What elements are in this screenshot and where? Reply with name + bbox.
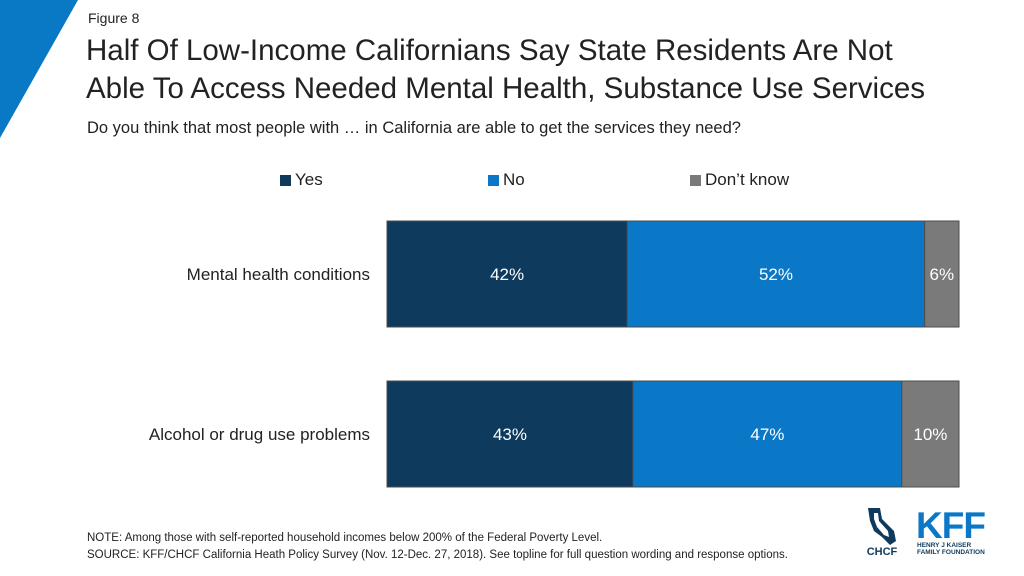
legend-swatch-dont-know: [690, 174, 701, 186]
bar-segment-yes: [386, 220, 628, 328]
legend-item-yes: Yes: [280, 170, 323, 190]
source-text: SOURCE: KFF/CHCF California Heath Policy…: [87, 549, 788, 561]
data-label-yes: 42%: [490, 265, 524, 284]
chcf-logo-text: CHCF: [867, 546, 898, 557]
chcf-logo-mark-inner: [874, 513, 889, 537]
kff-logo-text: KFF: [916, 506, 985, 546]
corner-accent-triangle: [0, 0, 78, 138]
chart-title-line-2: Able To Access Needed Mental Health, Sub…: [86, 72, 926, 105]
legend-label-no: No: [503, 170, 525, 189]
chart-title: Half Of Low-Income Californians Say Stat…: [86, 32, 1016, 108]
legend-item-no: No: [488, 170, 525, 190]
bar-segment-no: [632, 380, 903, 488]
data-label-yes: 43%: [493, 425, 527, 444]
bar-segment-dont-know: [901, 380, 960, 488]
category-label: Mental health conditions: [187, 265, 370, 284]
figure-label: Figure 8: [88, 10, 140, 26]
data-label-dont-know: 6%: [930, 265, 955, 284]
data-label-no: 52%: [759, 265, 793, 284]
legend-label-dont-know: Don’t know: [705, 170, 790, 189]
legend-label-yes: Yes: [295, 170, 323, 189]
chart-title-line-1: Half Of Low-Income Californians Say Stat…: [86, 34, 893, 67]
legend-swatch-yes: [280, 174, 291, 186]
bar-segment-dont-know: [924, 220, 960, 328]
chart-legend: Yes No Don’t know: [0, 170, 1024, 194]
footnotes: NOTE: Among those with self-reported hou…: [87, 530, 788, 564]
legend-swatch-no: [488, 174, 499, 186]
data-label-dont-know: 10%: [913, 425, 947, 444]
data-label-no: 47%: [750, 425, 784, 444]
corner-triangle-shape: [0, 0, 78, 138]
note-text: NOTE: Among those with self-reported hou…: [87, 532, 603, 544]
kff-logo-subtext-2: FAMILY FOUNDATION: [917, 549, 985, 556]
legend-item-dont-know: Don’t know: [690, 170, 789, 190]
kff-logo-subtext-1: HENRY J KAISER: [917, 542, 971, 549]
kff-logo: KFF HENRY J KAISER FAMILY FOUNDATION: [916, 506, 986, 556]
category-label: Alcohol or drug use problems: [149, 425, 370, 444]
chcf-logo: CHCF: [867, 508, 898, 557]
bar-segment-yes: [386, 380, 634, 488]
chart-subtitle: Do you think that most people with … in …: [87, 119, 741, 137]
